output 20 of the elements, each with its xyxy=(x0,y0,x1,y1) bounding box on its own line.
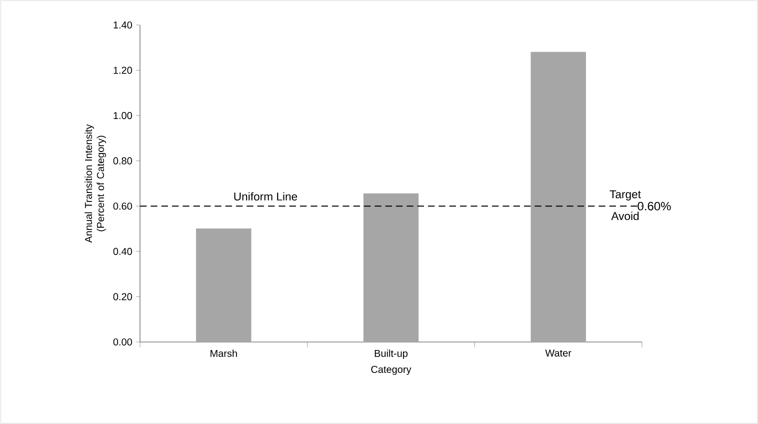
bar xyxy=(530,52,586,342)
annotation: Avoid xyxy=(611,212,639,220)
x-tick-label: Water xyxy=(545,350,572,357)
y-tick-label: 0.20 xyxy=(113,293,132,300)
ref-line-label: 0.60% xyxy=(638,202,671,210)
x-tick-label: Built-up xyxy=(374,350,408,359)
y-tick-label: 1.20 xyxy=(114,66,132,74)
y-axis-title: Annual Transition Intensity (Percent of Category) xyxy=(84,124,106,243)
y-tick-label: 0.00 xyxy=(113,338,132,346)
annotation: Target xyxy=(610,190,641,201)
y-tick-label: 1.00 xyxy=(114,112,132,120)
x-tick-label: Marsh xyxy=(210,350,237,357)
bar xyxy=(363,193,419,342)
y-tick-label: 0.80 xyxy=(113,157,132,164)
y-tick-label: 0.60 xyxy=(113,202,132,210)
y-tick-label: 0.40 xyxy=(113,248,132,255)
y-tick-label: 1.40 xyxy=(114,21,132,29)
bar xyxy=(196,228,252,342)
x-axis-title: Category xyxy=(371,366,412,375)
annotation: Uniform Line xyxy=(234,192,298,201)
